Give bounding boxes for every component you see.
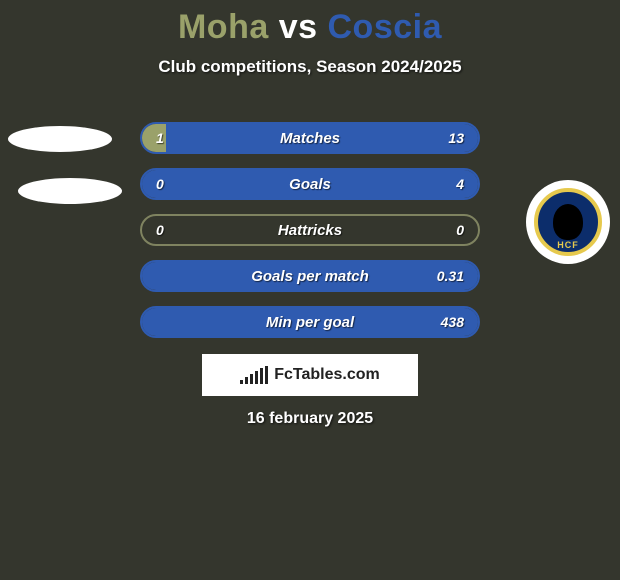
club-badge-inner: HCF — [534, 188, 602, 256]
stat-row: 0 Goals 4 — [140, 168, 480, 200]
stat-right-value: 0.31 — [437, 268, 464, 284]
stat-right-value: 0 — [456, 222, 464, 238]
title-player2: Coscia — [328, 8, 443, 46]
stat-right-value: 4 — [456, 176, 464, 192]
stat-label: Matches — [280, 130, 340, 147]
stat-left-value: 1 — [156, 130, 164, 146]
club-badge-silhouette — [553, 204, 583, 240]
stat-label: Hattricks — [278, 222, 342, 239]
title-vs: vs — [279, 8, 318, 46]
stat-label: Goals — [289, 176, 331, 193]
footer-bar — [260, 368, 263, 384]
stat-row: 1 Matches 13 — [140, 122, 480, 154]
footer-bar — [245, 377, 248, 384]
stat-rows: 1 Matches 13 0 Goals 4 0 Hattricks 0 Goals per ma… — [140, 122, 480, 352]
date-text: 16 february 2025 — [0, 410, 620, 428]
title-player1: Moha — [178, 8, 269, 46]
subtitle: Club competitions, Season 2024/2025 — [0, 57, 620, 77]
stat-label: Goals per match — [251, 268, 369, 285]
stat-row: 0 Hattricks 0 — [140, 214, 480, 246]
club-badge-text: HCF — [557, 240, 579, 250]
footer-brand-box: FcTables.com — [202, 354, 418, 396]
footer-bar — [240, 380, 243, 384]
stat-right-value: 13 — [448, 130, 464, 146]
stat-row: Min per goal 438 — [140, 306, 480, 338]
club-badge: HCF — [526, 180, 610, 264]
footer-bars-icon — [240, 366, 268, 384]
stat-left-value: 0 — [156, 176, 164, 192]
page-title: Moha vs Coscia — [0, 0, 620, 47]
footer-bar — [250, 374, 253, 384]
footer-bar — [255, 371, 258, 384]
stat-row: Goals per match 0.31 — [140, 260, 480, 292]
footer-bar — [265, 366, 268, 384]
placeholder-oval — [18, 178, 122, 204]
stat-label: Min per goal — [266, 314, 354, 331]
placeholder-oval — [8, 126, 112, 152]
stat-left-value: 0 — [156, 222, 164, 238]
stat-right-value: 438 — [441, 314, 464, 330]
footer-brand-text: FcTables.com — [274, 366, 380, 384]
